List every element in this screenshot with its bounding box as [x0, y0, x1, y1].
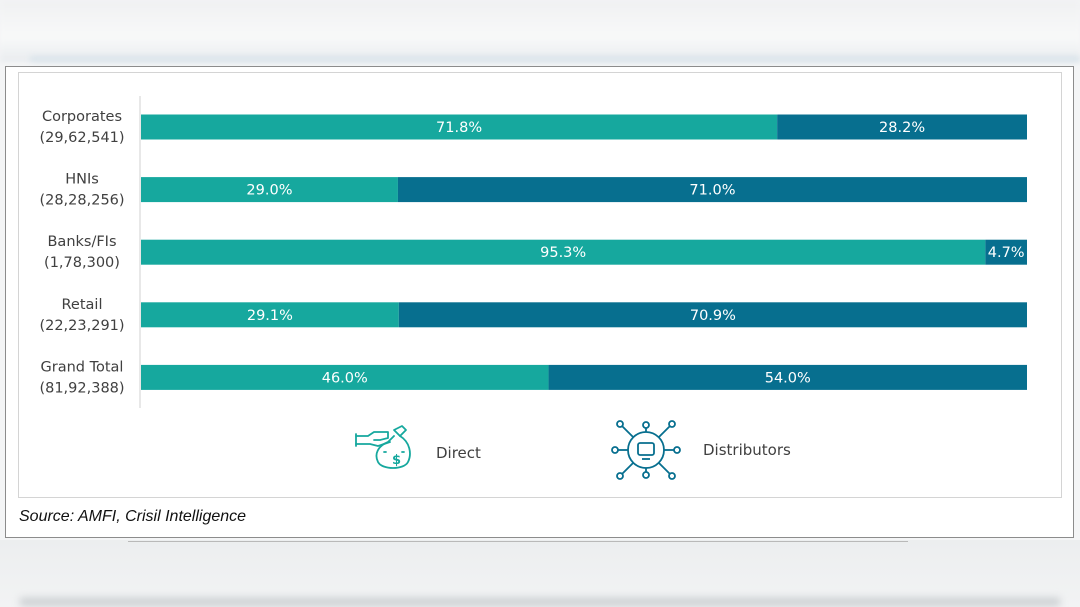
- data-label-distributors-3: 70.9%: [690, 308, 736, 324]
- data-label-distributors-0: 28.2%: [879, 120, 925, 136]
- data-label-direct-3: 29.1%: [247, 308, 293, 324]
- data-label-direct-4: 46.0%: [322, 370, 368, 386]
- data-label-distributors-1: 71.0%: [689, 183, 735, 199]
- bar-distributors-2: [985, 239, 1027, 265]
- category-label-1: HNIs: [65, 172, 99, 188]
- legend-label-direct: Direct: [436, 444, 481, 462]
- blurred-footer-rule: [20, 598, 1060, 606]
- bar-direct-0: [141, 114, 778, 140]
- category-count-2: (1,78,300): [44, 255, 120, 271]
- data-label-direct-0: 71.8%: [436, 120, 482, 136]
- svg-text:$: $: [392, 453, 401, 468]
- category-label-2: Banks/FIs: [47, 234, 116, 250]
- blurred-page-footer: [0, 540, 1080, 607]
- data-label-distributors-4: 54.0%: [765, 370, 811, 386]
- bar-direct-2: [141, 239, 986, 265]
- bar-distributors-4: [548, 364, 1027, 390]
- category-count-1: (28,28,256): [39, 193, 124, 209]
- data-label-distributors-2: 4.7%: [988, 245, 1025, 261]
- bar-distributors-1: [397, 177, 1027, 203]
- network-hub-icon: [611, 420, 681, 480]
- chart-panel: [18, 72, 1062, 498]
- bar-distributors-0: [777, 114, 1027, 140]
- category-count-3: (22,23,291): [39, 318, 124, 334]
- bar-distributors-3: [398, 302, 1027, 328]
- category-label-3: Retail: [62, 297, 103, 313]
- category-count-0: (29,62,541): [39, 130, 124, 146]
- bar-direct-3: [141, 302, 399, 328]
- blurred-page-header: [0, 0, 1080, 62]
- source-note: Source: AMFI, Crisil Intelligence: [19, 508, 247, 525]
- blurred-divider: [30, 56, 1080, 62]
- category-label-0: Corporates: [42, 109, 122, 125]
- money-bag-hand-icon: $: [355, 425, 411, 469]
- bar-direct-4: [141, 364, 549, 390]
- data-label-direct-2: 95.3%: [540, 245, 586, 261]
- category-count-4: (81,92,388): [39, 380, 124, 396]
- data-label-direct-1: 29.0%: [246, 183, 292, 199]
- category-label-4: Grand Total: [41, 359, 124, 375]
- bar-direct-1: [141, 177, 398, 203]
- legend-label-distributors: Distributors: [703, 441, 791, 459]
- figure-underline: [128, 541, 908, 542]
